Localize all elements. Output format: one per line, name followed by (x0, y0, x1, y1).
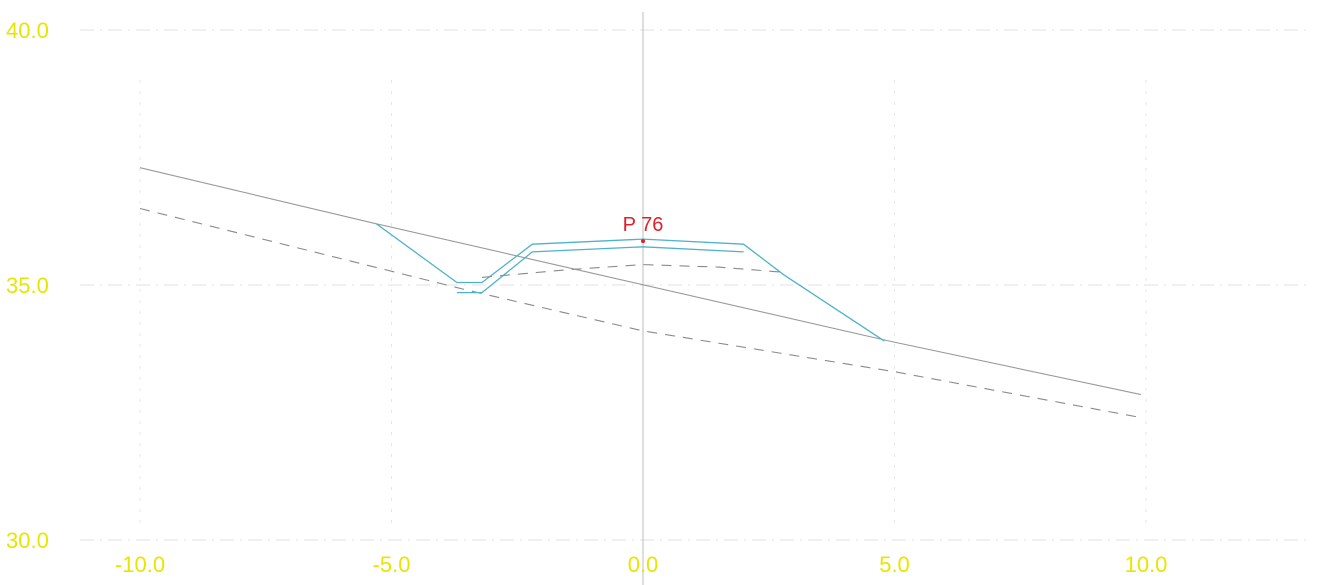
grid-layer (80, 12, 1310, 585)
point-marker (641, 239, 645, 244)
y-tick-label-1: 35.0 (6, 273, 49, 298)
x-tick-label-4: 10.0 (1125, 552, 1168, 577)
series-line-1-dashed (139, 207, 1142, 419)
y-tick-label-0: 30.0 (6, 528, 49, 553)
series-line-0-solid (139, 167, 1142, 396)
tick-label-layer: 30.0 35.0 40.0 -10.0 -5.0 0.0 5.0 10.0 (6, 18, 1167, 577)
y-tick-label-2: 40.0 (6, 18, 49, 43)
x-tick-label-2: 0.0 (628, 552, 659, 577)
x-tick-label-0: -10.0 (115, 552, 165, 577)
series-layer (139, 167, 1142, 419)
point-label: P 76 (623, 214, 664, 236)
series-line-3-section (456, 246, 744, 294)
series-line-2-section (376, 223, 885, 342)
x-tick-label-1: -5.0 (373, 552, 411, 577)
series-line-4-dashed-subgrade (481, 264, 784, 278)
x-tick-label-3: 5.0 (879, 552, 910, 577)
point-layer: P 76 (623, 214, 664, 244)
